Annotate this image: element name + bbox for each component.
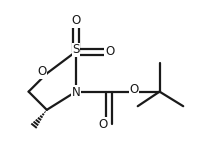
Text: O: O [71,14,80,27]
Text: O: O [38,65,47,78]
Text: O: O [98,118,108,131]
Text: O: O [105,45,114,58]
Text: S: S [72,43,80,56]
Text: N: N [72,86,80,99]
Text: O: O [130,83,139,96]
